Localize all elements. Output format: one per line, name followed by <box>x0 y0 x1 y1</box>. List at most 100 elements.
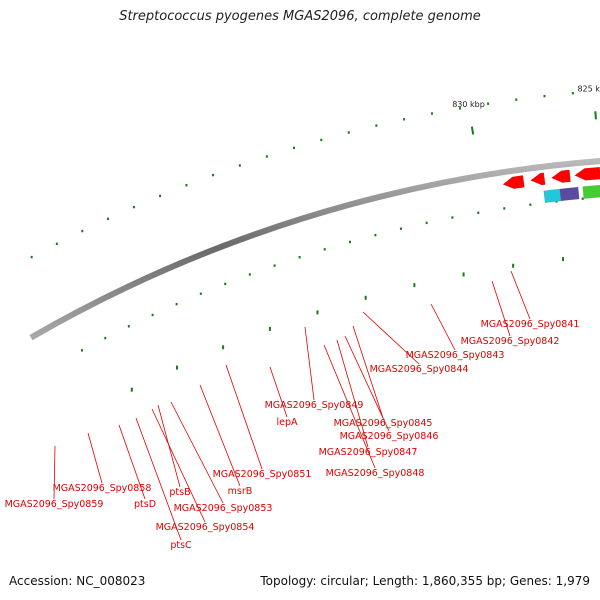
leader-line <box>336 339 369 448</box>
backbone-arc <box>29 158 600 341</box>
gc-dash <box>462 272 465 277</box>
gene-label: msrB <box>228 486 253 497</box>
cog-block <box>543 188 562 204</box>
leader-line <box>304 326 315 401</box>
gc-dash <box>413 283 416 288</box>
gene-label: MGAS2096_Spy0846 <box>340 431 439 442</box>
gene-label: ptsB <box>169 487 190 498</box>
gc-dot <box>248 273 251 276</box>
leader-line <box>491 280 511 337</box>
gc-skew-dots <box>30 91 584 392</box>
gc-dot <box>403 118 406 121</box>
gc-dash <box>512 263 515 268</box>
gc-dot <box>104 336 107 340</box>
gc-dot <box>320 138 323 142</box>
scale-tick-label: 825 kbp <box>577 84 600 93</box>
leader-line <box>430 303 456 351</box>
gc-dot <box>273 264 276 267</box>
gene-label: MGAS2096_Spy0843 <box>406 350 505 361</box>
gc-dot <box>106 217 109 221</box>
gene-label: MGAS2096_Spy0858 <box>53 483 152 494</box>
gc-dash <box>562 257 565 262</box>
gc-dot <box>151 313 154 317</box>
gc-dot <box>374 233 377 237</box>
gene-arrow <box>550 169 571 183</box>
gc-dash <box>364 295 367 300</box>
leader-line <box>199 384 241 487</box>
gc-dot <box>375 124 378 127</box>
gc-dot <box>503 207 506 210</box>
gc-dot <box>30 255 33 259</box>
gc-dot <box>581 197 584 200</box>
gene-label: MGAS2096_Spy0845 <box>334 418 433 429</box>
gc-dot <box>529 203 532 206</box>
gene-label: MGAS2096_Spy0848 <box>326 468 425 479</box>
gc-dot <box>81 229 84 233</box>
gene-label: MGAS2096_Spy0842 <box>461 336 560 347</box>
gene-label: MGAS2096_Spy0841 <box>481 319 580 330</box>
gc-dot <box>212 173 215 177</box>
accession-label: Accession: NC_008023 <box>9 574 146 588</box>
leader-line <box>352 325 384 419</box>
gc-dot <box>132 205 135 209</box>
cog-features <box>543 184 600 204</box>
scale-tick <box>594 111 597 120</box>
gc-dash <box>316 310 319 315</box>
gc-dot <box>425 221 428 225</box>
gc-dot <box>265 155 268 158</box>
leader-line <box>157 404 181 488</box>
gc-dash <box>222 345 225 350</box>
gene-arrow <box>574 166 600 181</box>
scale-tick-label: 830 kbp <box>452 100 485 109</box>
leader-line <box>225 364 263 470</box>
gene-label: MGAS2096_Spy0844 <box>370 364 469 375</box>
gene-label: MGAS2096_Spy0854 <box>156 522 255 533</box>
topology-label: Topology: circular; Length: 1,860,355 bp… <box>260 574 590 588</box>
gene-label: MGAS2096_Spy0847 <box>319 447 418 458</box>
leader-line <box>53 445 56 500</box>
gene-label: MGAS2096_Spy0849 <box>265 400 364 411</box>
gene-arrow <box>530 172 546 186</box>
gc-dot <box>399 227 402 230</box>
gc-dash <box>176 365 179 370</box>
gc-dot <box>199 292 202 295</box>
gene-label: MGAS2096_Spy0851 <box>213 469 312 480</box>
gene-label: MGAS2096_Spy0859 <box>5 499 104 510</box>
gc-dot <box>224 282 227 286</box>
gc-dot <box>348 240 351 244</box>
gc-dot <box>571 91 574 95</box>
gc-dot <box>347 131 350 134</box>
gene-label: lepA <box>276 417 298 428</box>
gc-dot <box>127 325 130 328</box>
gene-label: ptsC <box>170 540 192 551</box>
gc-dot <box>175 302 178 306</box>
gc-dot <box>477 211 480 214</box>
genome-backbone <box>29 158 600 341</box>
gc-dot <box>431 112 434 115</box>
gc-dash <box>268 326 271 331</box>
leader-line <box>510 270 531 320</box>
gene-labels: MGAS2096_Spy0841 MGAS2096_Spy0842 MGAS2096… <box>5 270 580 551</box>
leader-line <box>87 432 103 484</box>
gene-label: MGAS2096_Spy0853 <box>174 503 273 514</box>
gc-dot <box>451 216 454 219</box>
gc-dot <box>487 102 490 105</box>
gc-dot <box>55 242 58 246</box>
gc-dot <box>543 94 546 98</box>
gc-dot <box>298 256 301 259</box>
gc-dot <box>80 349 83 352</box>
gc-dot <box>292 146 295 150</box>
leader-line <box>362 311 420 365</box>
gc-dot <box>159 194 162 198</box>
gc-dot <box>238 164 241 167</box>
gc-dot <box>458 107 461 110</box>
scale-ticks: 810 kbp815 kbp820 kbp825 kbp830 kbp <box>452 84 600 135</box>
cog-block <box>582 184 600 199</box>
leader-line <box>170 401 224 504</box>
gc-dot <box>515 98 518 101</box>
leader-line <box>344 335 390 432</box>
leader-line <box>151 408 206 523</box>
gene-label: ptsD <box>134 499 156 510</box>
map-title: Streptococcus pyogenes MGAS2096, complet… <box>119 9 481 24</box>
